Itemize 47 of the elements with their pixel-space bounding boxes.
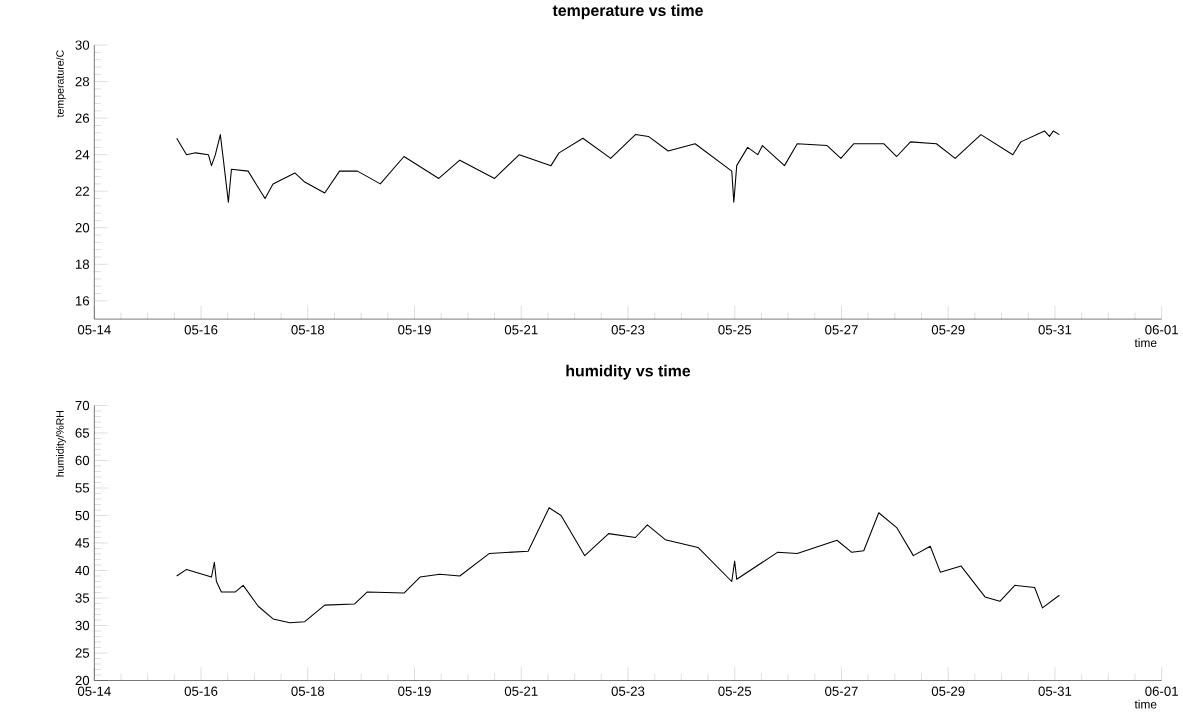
y-tick-label: 16 xyxy=(75,296,90,306)
y-tick-label: 20 xyxy=(75,675,90,686)
y-tick-label: 28 xyxy=(75,76,90,87)
y-axis-title: humidity/%RH xyxy=(55,411,66,477)
y-tick-label: 70 xyxy=(75,400,90,411)
y-tick-label: 26 xyxy=(75,113,90,123)
y-tick-label: 30 xyxy=(75,620,90,631)
x-tick-label: 05-14 xyxy=(77,325,111,335)
x-tick-label: 05-23 xyxy=(611,686,645,696)
x-axis-title: time xyxy=(1134,699,1157,709)
x-tick-label: 05-16 xyxy=(184,686,218,696)
x-tick-label: 05-25 xyxy=(718,686,752,696)
x-tick-label: 05-31 xyxy=(1038,686,1072,696)
y-tick-label: 55 xyxy=(75,483,90,493)
x-tick-label: 05-25 xyxy=(718,325,752,335)
y-tick-label: 18 xyxy=(75,259,90,270)
y-tick-label: 60 xyxy=(75,455,90,466)
x-tick-label: 05-21 xyxy=(504,325,538,335)
x-tick-label: 05-18 xyxy=(291,325,325,335)
y-tick-label: 22 xyxy=(75,186,89,196)
x-tick-label: 05-31 xyxy=(1038,325,1072,335)
chart-title: temperature vs time xyxy=(552,4,703,20)
y-axis-title: temperature/C xyxy=(55,50,66,118)
y-tick-label: 50 xyxy=(75,510,90,521)
x-tick-label: 05-23 xyxy=(611,325,645,335)
x-tick-label: 05-18 xyxy=(291,686,325,696)
x-tick-label: 05-27 xyxy=(825,325,858,335)
x-tick-label: 05-27 xyxy=(825,686,858,696)
y-tick-label: 45 xyxy=(75,538,90,548)
y-tick-label: 25 xyxy=(75,648,90,658)
y-tick-label: 65 xyxy=(75,428,90,438)
chart-title: humidity vs time xyxy=(566,364,691,380)
x-axis-title: time xyxy=(1134,338,1157,348)
x-tick-label: 05-14 xyxy=(77,686,111,696)
y-tick-label: 24 xyxy=(75,150,90,160)
x-tick-label: 05-19 xyxy=(398,686,431,696)
y-tick-label: 40 xyxy=(75,565,90,576)
x-tick-label: 06-01 xyxy=(1145,325,1178,335)
x-tick-label: 05-21 xyxy=(504,686,538,696)
x-tick-label: 06-01 xyxy=(1145,686,1178,696)
y-tick-label: 30 xyxy=(75,40,90,50)
x-tick-label: 05-29 xyxy=(931,325,965,335)
y-tick-label: 20 xyxy=(75,223,90,233)
x-tick-label: 05-16 xyxy=(184,325,218,335)
x-tick-label: 05-19 xyxy=(398,325,431,335)
x-tick-label: 05-29 xyxy=(931,686,965,696)
y-tick-label: 35 xyxy=(75,593,90,603)
